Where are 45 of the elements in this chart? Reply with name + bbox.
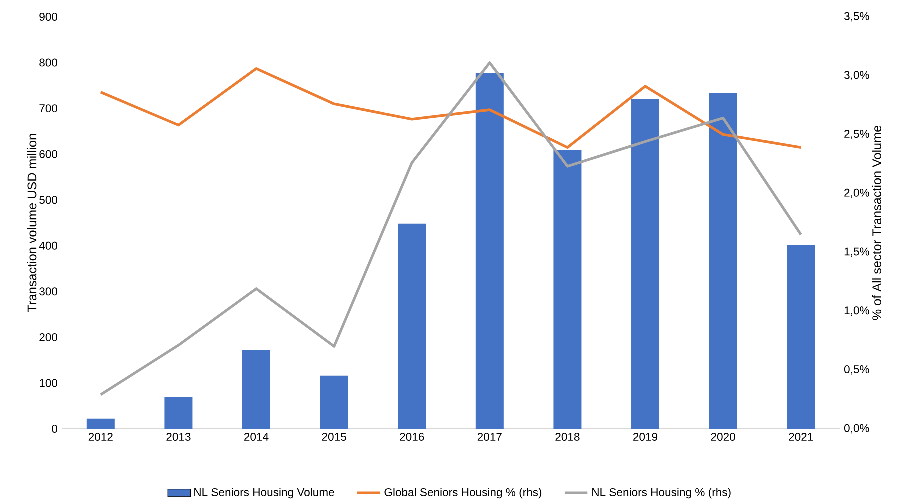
bar [787,244,816,429]
legend-label: Global Seniors Housing % (rhs) [384,488,542,498]
x-tick-label: 2012 [88,432,113,441]
bar [320,376,348,429]
x-tick-label: 2014 [244,432,269,441]
x-tick-label: 2013 [166,432,191,441]
bar [164,396,193,429]
y-tick-label: 700 [40,104,58,112]
y-tick-label: 0 [52,424,58,433]
y2-tick-label: 1,0% [844,306,870,316]
y2-tick-label: 1,5% [844,248,870,257]
x-tick-label: 2015 [322,432,346,441]
y2-tick-label: 0,0% [844,424,870,434]
line-series [100,67,802,149]
bar [632,99,660,429]
y2-tick-label: 2,5% [844,130,870,140]
y-axis-title: Transaction volume USD million [27,134,37,312]
x-tick-label: 2021 [789,432,814,441]
bar [398,224,426,429]
legend-label: NL Seniors Housing % (rhs) [592,488,731,498]
y-tick-label: 500 [40,196,58,204]
y2-tick-label: 2,0% [844,188,870,198]
x-tick-label: 2018 [556,432,580,441]
y2-tick-label: 3,5% [844,12,870,22]
legend-label: NL Seniors Housing Volume [194,488,334,498]
y-tick-label: 300 [40,288,58,296]
bar [242,350,271,429]
y-tick-label: 900 [40,12,58,21]
x-tick-label: 2017 [478,432,502,441]
bar [554,150,582,429]
y-tick-label: 100 [40,379,58,388]
x-tick-label: 2019 [634,432,658,441]
x-tick-label: 2020 [711,432,736,441]
x-tick-label: 2016 [400,432,424,441]
bar [709,92,738,429]
y-tick-label: 600 [40,150,58,158]
y-tick-label: 200 [40,333,58,342]
bar [476,73,504,429]
y-tick-label: 400 [39,242,58,250]
y-tick-label: 800 [40,58,58,67]
y2-tick-label: 3,0% [844,71,870,80]
bar [86,418,115,429]
y2-tick-label: 0,5% [844,365,870,375]
y2-axis-title: % of All sector Transaction Volume [872,126,882,320]
line-series [100,61,802,396]
